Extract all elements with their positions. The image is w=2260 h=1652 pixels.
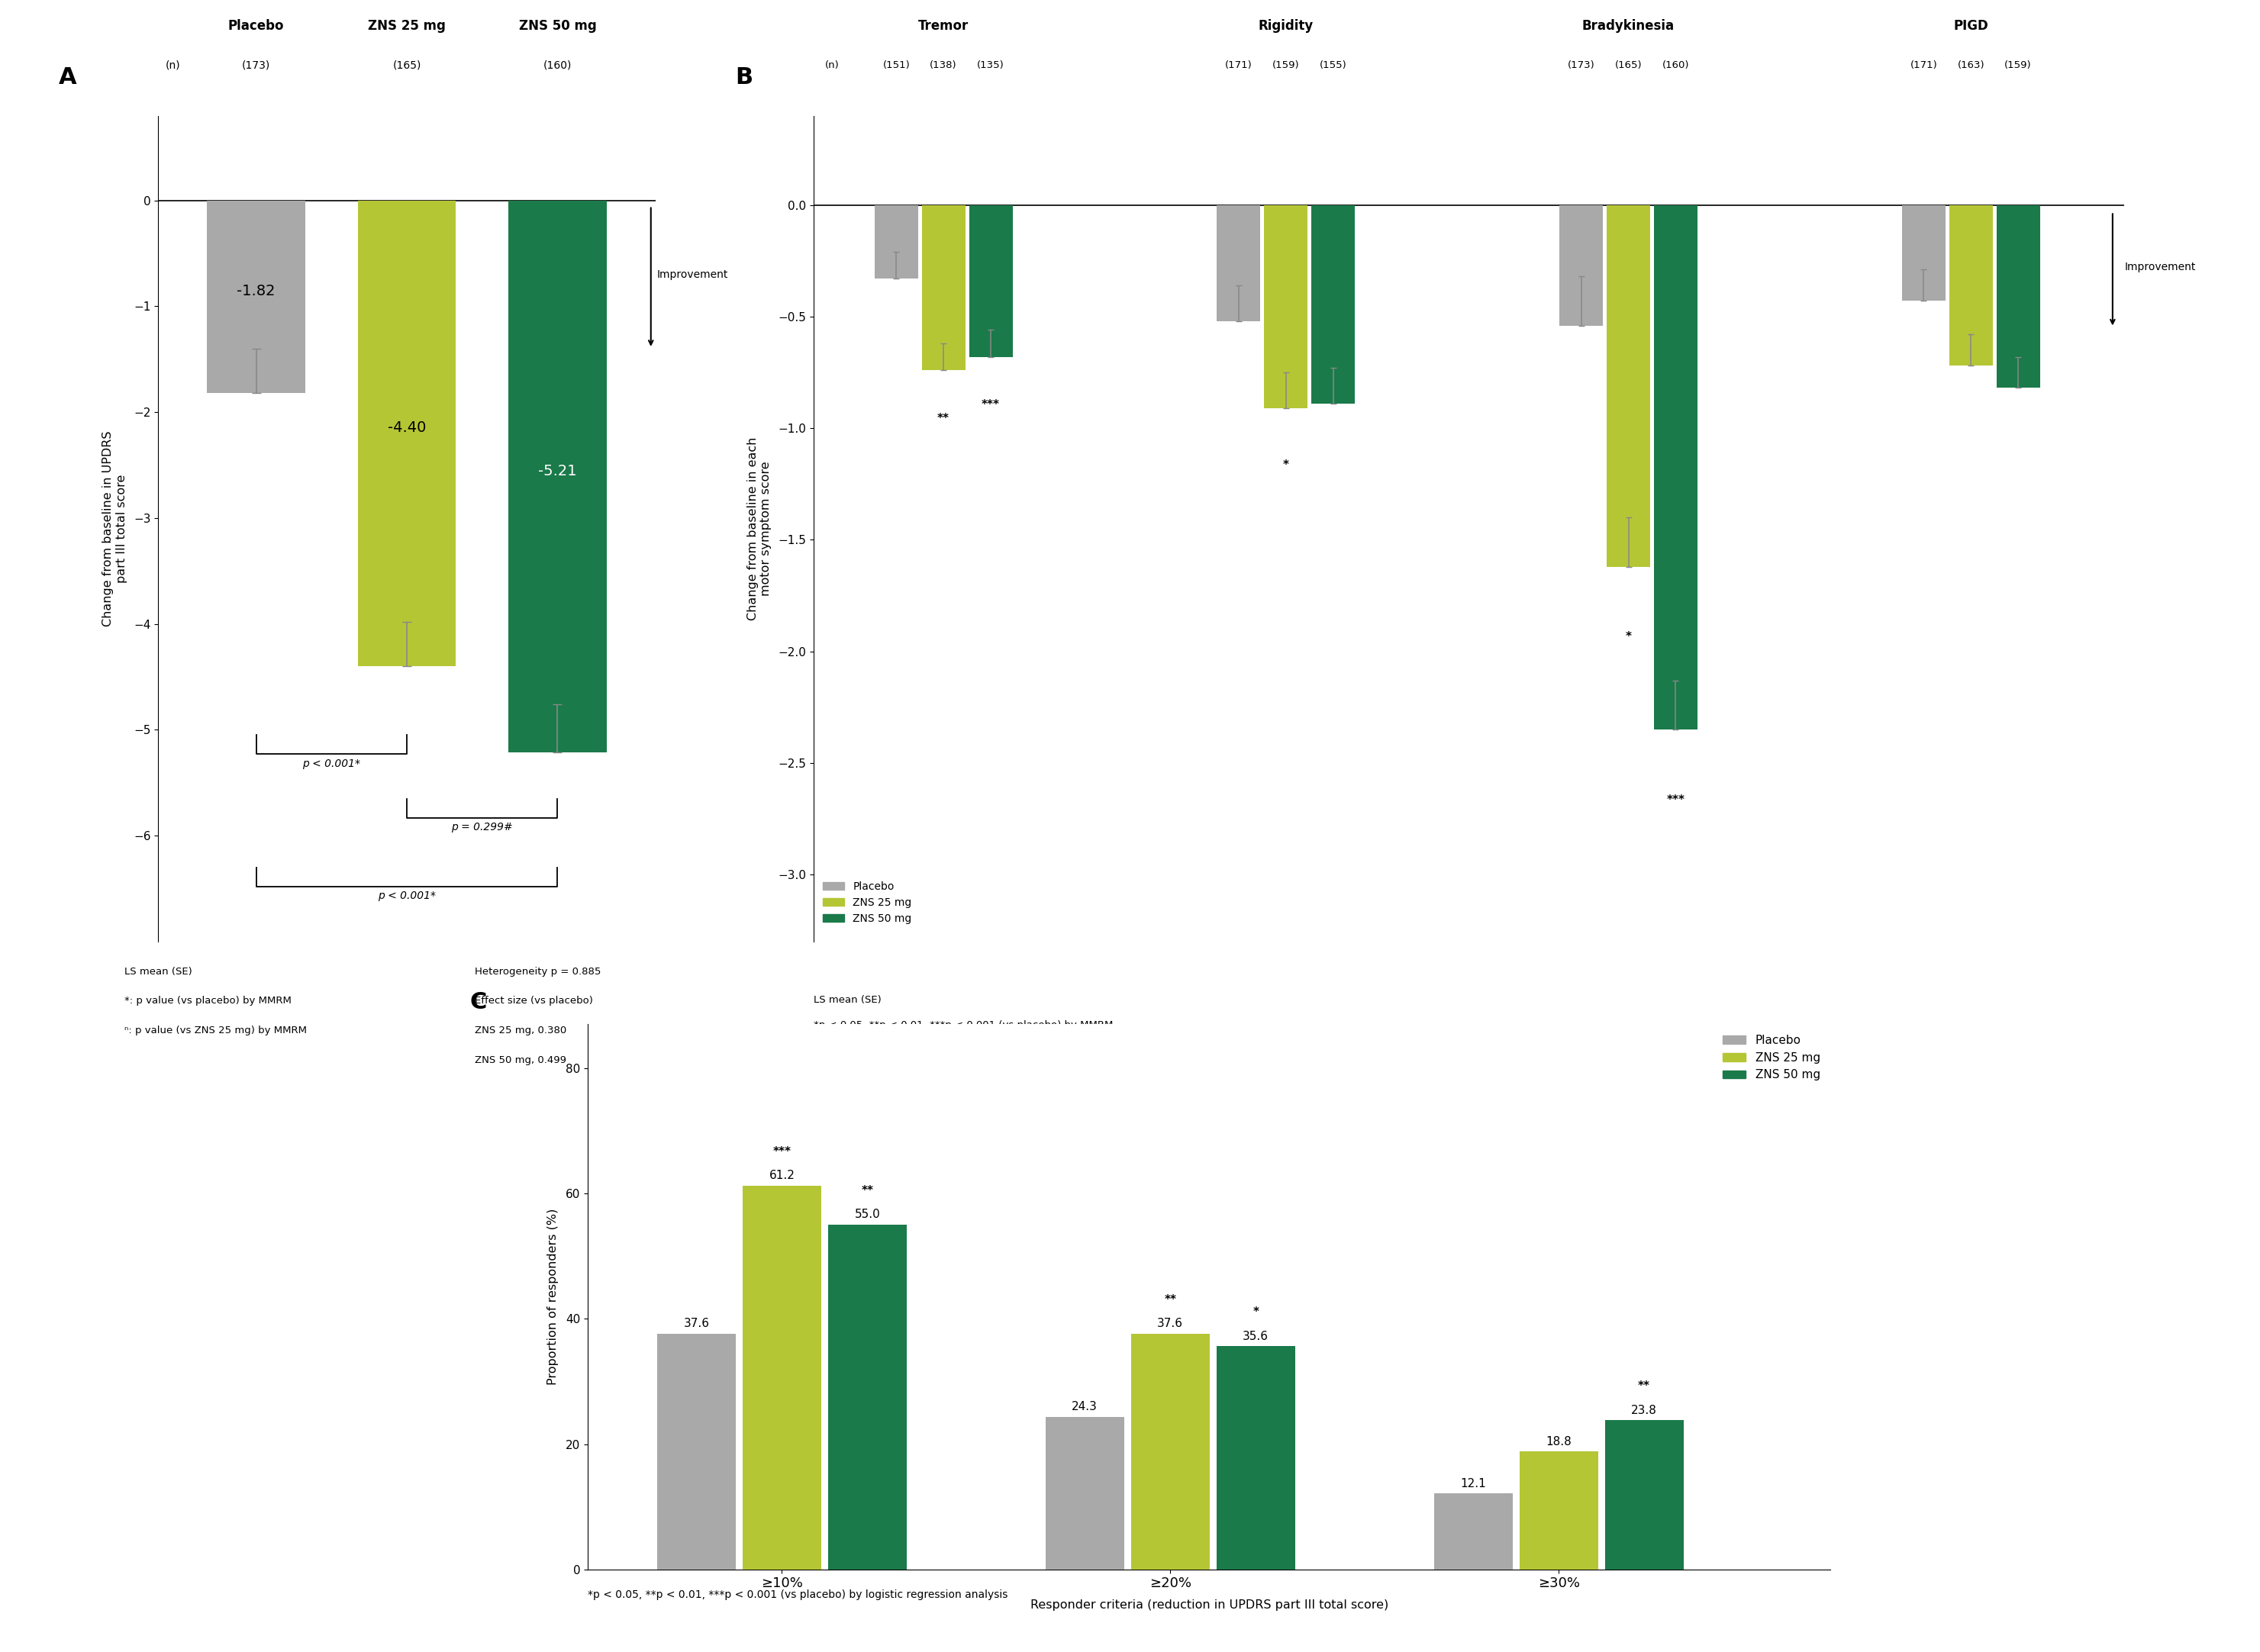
Text: *: p value (vs placebo) by MMRM: *: p value (vs placebo) by MMRM (124, 996, 292, 1006)
Bar (1559, 205, 1602, 325)
Text: C: C (470, 991, 486, 1014)
Text: **: ** (1164, 1294, 1177, 1305)
Bar (875, 205, 918, 279)
Text: 35.6: 35.6 (1243, 1330, 1268, 1341)
Text: p < 0.001*: p < 0.001* (303, 758, 362, 770)
Text: **: ** (938, 413, 949, 425)
Text: ⁿ: p value (vs ZNS 25 mg) by MMRM: ⁿ: p value (vs ZNS 25 mg) by MMRM (124, 1026, 307, 1036)
Text: (173): (173) (1568, 59, 1596, 71)
Bar (970, 205, 1012, 357)
Text: (135): (135) (976, 59, 1003, 71)
Legend: Placebo, ZNS 25 mg, ZNS 50 mg: Placebo, ZNS 25 mg, ZNS 50 mg (1718, 1031, 1824, 1085)
Text: 24.3: 24.3 (1071, 1401, 1098, 1412)
Bar (1948, 205, 1993, 365)
Bar (1216, 1346, 1295, 1569)
Text: *p < 0.05, **p < 0.01, ***p < 0.001 (vs placebo) by logistic regression analysis: *p < 0.05, **p < 0.01, ***p < 0.001 (vs … (588, 1589, 1008, 1599)
Bar (1903, 205, 1946, 301)
Text: *: * (1284, 459, 1288, 471)
Bar (1607, 205, 1650, 567)
Text: 37.6: 37.6 (1157, 1318, 1184, 1330)
Bar (744, 1186, 820, 1569)
Bar (1263, 205, 1309, 408)
Text: Improvement: Improvement (2124, 263, 2197, 273)
Text: 12.1: 12.1 (1460, 1479, 1487, 1488)
Text: ZNS 25 mg, 0.380: ZNS 25 mg, 0.380 (475, 1026, 567, 1036)
Text: (160): (160) (542, 59, 572, 71)
Text: 37.6: 37.6 (683, 1318, 710, 1330)
Text: (155): (155) (1320, 59, 1347, 71)
Bar (1311, 205, 1356, 403)
Text: Effect size (vs placebo): Effect size (vs placebo) (475, 996, 592, 1006)
Text: ZNS 50 mg, 0.499: ZNS 50 mg, 0.499 (475, 1056, 567, 1066)
Bar (1130, 1333, 1209, 1569)
Text: ***: *** (1666, 795, 1684, 806)
Text: -1.82: -1.82 (237, 284, 276, 299)
Text: (171): (171) (1225, 59, 1252, 71)
Text: -5.21: -5.21 (538, 464, 576, 477)
Text: (171): (171) (1910, 59, 1937, 71)
Text: (173): (173) (242, 59, 271, 71)
Text: B: B (734, 66, 753, 88)
Text: (165): (165) (393, 59, 420, 71)
Bar (1216, 205, 1261, 320)
Text: ***: *** (981, 400, 999, 411)
Bar (1605, 1421, 1684, 1569)
Text: **: ** (1638, 1381, 1650, 1393)
Text: ZNS 50 mg: ZNS 50 mg (518, 20, 597, 33)
Text: (138): (138) (929, 59, 956, 71)
Text: 55.0: 55.0 (854, 1209, 879, 1221)
Text: Rigidity: Rigidity (1259, 20, 1313, 33)
Y-axis label: Change from baseline in UPDRS
part III total score: Change from baseline in UPDRS part III t… (102, 431, 127, 626)
Text: p < 0.001*: p < 0.001* (377, 890, 436, 902)
Text: Placebo: Placebo (228, 20, 285, 33)
Text: (159): (159) (2005, 59, 2032, 71)
Text: (160): (160) (1661, 59, 1688, 71)
Text: Bradykinesia: Bradykinesia (1582, 20, 1675, 33)
Text: Heterogeneity p = 0.885: Heterogeneity p = 0.885 (475, 966, 601, 976)
Text: 61.2: 61.2 (768, 1170, 796, 1181)
Text: (151): (151) (884, 59, 911, 71)
Bar (1433, 1493, 1512, 1569)
Text: 23.8: 23.8 (1632, 1404, 1657, 1416)
Bar (208, 200, 305, 393)
Text: A: A (59, 66, 77, 88)
Text: *: * (1252, 1307, 1259, 1318)
Text: ZNS 25 mg: ZNS 25 mg (368, 20, 445, 33)
Text: Improvement: Improvement (658, 269, 728, 279)
Text: (n): (n) (825, 59, 841, 71)
Bar (1996, 205, 2041, 388)
Bar (1046, 1417, 1123, 1569)
Bar (658, 1333, 737, 1569)
Text: **: ** (861, 1184, 872, 1196)
Bar (922, 205, 965, 370)
Text: p = 0.299#: p = 0.299# (452, 823, 513, 833)
Text: *p < 0.05, **p < 0.01, ***p < 0.001 (vs placebo) by MMRM: *p < 0.05, **p < 0.01, ***p < 0.001 (vs … (814, 1021, 1114, 1031)
Bar (827, 1224, 906, 1569)
X-axis label: Responder criteria (reduction in UPDRS part III total score): Responder criteria (reduction in UPDRS p… (1031, 1599, 1388, 1611)
Text: LS mean (SE): LS mean (SE) (124, 966, 192, 976)
Text: (159): (159) (1272, 59, 1299, 71)
Text: PIGD: PIGD (1953, 20, 1989, 33)
Text: 18.8: 18.8 (1546, 1436, 1571, 1447)
Text: (163): (163) (1957, 59, 1984, 71)
Y-axis label: Change from baseline in each
motor symptom score: Change from baseline in each motor sympt… (746, 436, 771, 621)
Legend: Placebo, ZNS 25 mg, ZNS 50 mg: Placebo, ZNS 25 mg, ZNS 50 mg (818, 877, 915, 928)
Text: Tremor: Tremor (918, 20, 970, 33)
Text: *: * (1625, 631, 1632, 643)
Bar (1519, 1452, 1598, 1569)
Text: (165): (165) (1616, 59, 1643, 71)
Text: ***: *** (773, 1146, 791, 1158)
Bar (1654, 205, 1697, 730)
Bar (357, 200, 457, 666)
Y-axis label: Proportion of responders (%): Proportion of responders (%) (547, 1209, 558, 1384)
Text: LS mean (SE): LS mean (SE) (814, 995, 881, 1006)
Bar (508, 200, 606, 752)
Text: -4.40: -4.40 (386, 421, 427, 434)
Text: (n): (n) (165, 59, 181, 71)
